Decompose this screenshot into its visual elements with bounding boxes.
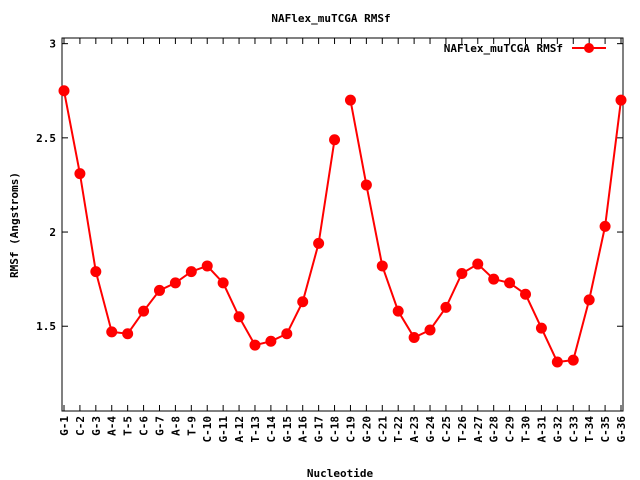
x-tick-label: C-2 — [74, 416, 87, 436]
x-tick-label: G-17 — [313, 416, 326, 443]
x-tick-label: C-21 — [376, 416, 389, 443]
data-point — [535, 322, 547, 334]
data-point — [567, 354, 579, 366]
y-axis: 1.5 2 2.5 3 — [36, 38, 623, 333]
x-tick-label: T-22 — [392, 416, 405, 443]
data-point — [201, 260, 213, 272]
legend: NAFlex_muTCGA RMSf — [444, 42, 606, 55]
x-tick-label: C-33 — [567, 416, 580, 443]
data-point — [360, 179, 372, 191]
data-point — [185, 266, 197, 278]
x-tick-label: T-34 — [583, 416, 596, 443]
y-axis-label: RMSf (Angstroms) — [8, 172, 21, 278]
x-tick-label: C-10 — [201, 416, 214, 443]
data-point — [408, 332, 420, 344]
data-point — [153, 284, 165, 296]
legend-label: NAFlex_muTCGA RMSf — [444, 42, 563, 55]
x-tick-label: G-24 — [424, 416, 437, 443]
x-tick-label: T-9 — [185, 416, 198, 436]
x-tick-label: A-27 — [472, 416, 485, 443]
data-point — [249, 339, 261, 351]
data-point — [329, 134, 341, 146]
y-tick-label: 2 — [49, 226, 56, 239]
plot-frame — [61, 37, 624, 412]
x-tick-label: G-20 — [360, 416, 373, 443]
data-point — [313, 237, 325, 249]
y-tick-label: 1.5 — [36, 320, 56, 333]
data-point — [583, 294, 595, 306]
x-axis: G-1 C-2 G-3 A-4 T-5 C-6 G-7 A-8 T-9 C-10 G-11 A-12 T… — [58, 38, 628, 443]
x-tick-label: A-4 — [106, 416, 119, 436]
x-tick-label: C-25 — [440, 416, 453, 443]
data-point — [217, 277, 229, 289]
data-point — [265, 335, 277, 347]
x-tick-label: A-12 — [233, 416, 246, 443]
x-tick-label: A-16 — [297, 416, 310, 443]
data-point — [106, 326, 118, 338]
x-tick-label: A-31 — [535, 416, 548, 443]
data-point — [456, 267, 468, 279]
x-tick-label: A-23 — [408, 416, 421, 443]
x-axis-label: Nucleotide — [307, 467, 374, 480]
y-tick-label: 3 — [49, 38, 56, 51]
data-point — [169, 277, 181, 289]
x-tick-label: G-1 — [58, 416, 71, 436]
x-tick-label: C-14 — [265, 416, 278, 443]
data-point — [392, 305, 404, 317]
x-tick-label: C-6 — [138, 416, 151, 436]
x-tick-label: T-30 — [520, 416, 533, 443]
data-point — [344, 94, 356, 106]
data-point — [138, 305, 150, 317]
x-tick-label: C-18 — [329, 416, 342, 443]
series-line — [349, 99, 622, 364]
data-point — [488, 273, 500, 285]
x-tick-label: G-15 — [281, 416, 294, 443]
data-point — [520, 288, 532, 300]
data-point — [472, 258, 484, 270]
data-point — [281, 328, 293, 340]
data-point — [551, 356, 563, 368]
x-tick-label: T-13 — [249, 416, 262, 443]
data-point — [504, 277, 516, 289]
data-point — [122, 328, 134, 340]
data-point — [440, 301, 452, 313]
x-tick-label: C-19 — [344, 416, 357, 443]
x-tick-label: T-5 — [122, 416, 135, 436]
data-point — [376, 260, 388, 272]
x-tick-label: G-7 — [153, 416, 166, 436]
data-point — [233, 311, 245, 323]
data-point — [74, 168, 86, 180]
data-point — [297, 296, 309, 308]
x-tick-label: G-32 — [551, 416, 564, 443]
x-tick-label: A-8 — [169, 416, 182, 436]
legend-marker — [584, 43, 594, 53]
y-tick-label: 2.5 — [36, 132, 56, 145]
x-tick-label: T-26 — [456, 416, 469, 443]
x-tick-label: C-29 — [504, 416, 517, 443]
x-tick-label: G-36 — [615, 416, 628, 443]
x-tick-label: G-28 — [488, 416, 501, 443]
data-point — [58, 85, 70, 97]
x-tick-label: G-11 — [217, 416, 230, 443]
x-tick-label: G-3 — [90, 416, 103, 436]
series-line — [63, 90, 336, 347]
series-group — [58, 85, 627, 368]
chart-title: NAFlex_muTCGA RMSf — [271, 12, 390, 25]
data-point — [90, 266, 102, 278]
data-point — [599, 220, 611, 232]
data-point — [615, 94, 627, 106]
x-tick-label: C-35 — [599, 416, 612, 443]
data-point — [424, 324, 436, 336]
